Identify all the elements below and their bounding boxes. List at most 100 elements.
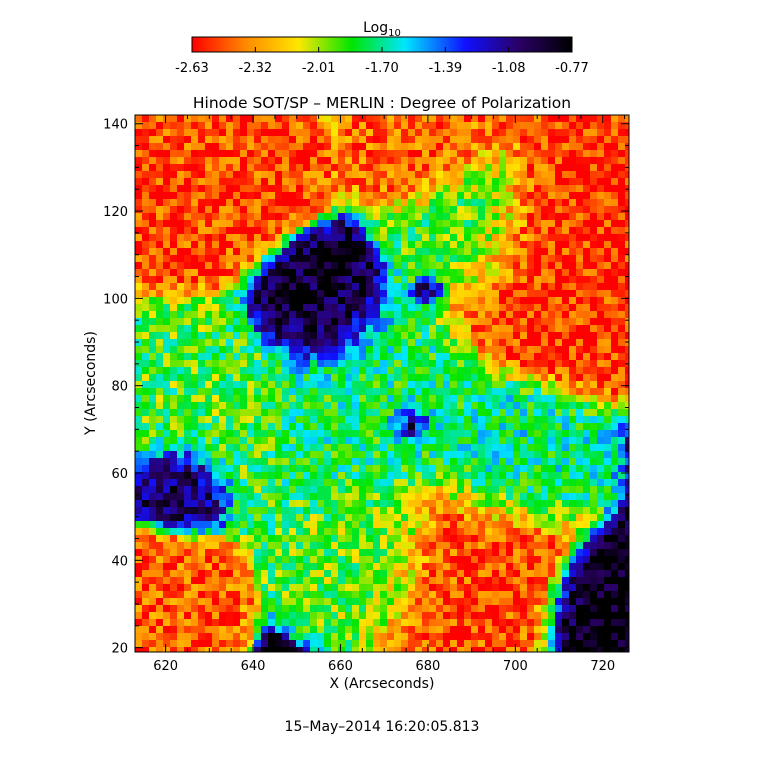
heatmap-cell xyxy=(247,346,254,353)
heatmap-cell xyxy=(569,577,576,584)
heatmap-cell xyxy=(254,388,261,395)
heatmap-cell xyxy=(275,143,282,150)
heatmap-cell xyxy=(212,339,219,346)
heatmap-cell xyxy=(373,367,380,374)
heatmap-cell xyxy=(212,213,219,220)
heatmap-cell xyxy=(583,353,590,360)
heatmap-cell xyxy=(590,290,597,297)
heatmap-cell xyxy=(625,199,629,206)
heatmap-cell xyxy=(548,493,555,500)
heatmap-cell xyxy=(282,381,289,388)
heatmap-cell xyxy=(233,402,240,409)
heatmap-cell xyxy=(212,199,219,206)
heatmap-cell xyxy=(303,402,310,409)
heatmap-cell xyxy=(135,584,142,591)
heatmap-cell xyxy=(562,367,569,374)
heatmap-cell xyxy=(415,122,422,129)
heatmap-cell xyxy=(401,493,408,500)
heatmap-cell xyxy=(464,353,471,360)
heatmap-cell xyxy=(261,584,268,591)
heatmap-cell xyxy=(450,213,457,220)
heatmap-cell xyxy=(247,332,254,339)
heatmap-cell xyxy=(345,213,352,220)
heatmap-cell xyxy=(296,423,303,430)
heatmap-cell xyxy=(485,444,492,451)
heatmap-cell xyxy=(240,171,247,178)
heatmap-cell xyxy=(296,430,303,437)
heatmap-cell xyxy=(233,297,240,304)
heatmap-cell xyxy=(492,255,499,262)
heatmap-cell xyxy=(471,388,478,395)
heatmap-cell xyxy=(499,234,506,241)
heatmap-cell xyxy=(310,367,317,374)
heatmap-cell xyxy=(415,269,422,276)
heatmap-cell xyxy=(429,535,436,542)
heatmap-cell xyxy=(282,591,289,598)
heatmap-cell xyxy=(401,458,408,465)
heatmap-cell xyxy=(282,486,289,493)
heatmap-cell xyxy=(170,570,177,577)
heatmap-cell xyxy=(338,360,345,367)
heatmap-cell xyxy=(240,248,247,255)
heatmap-cell xyxy=(387,549,394,556)
heatmap-cell xyxy=(254,311,261,318)
heatmap-cell xyxy=(394,423,401,430)
heatmap-cell xyxy=(485,136,492,143)
heatmap-cell xyxy=(240,388,247,395)
heatmap-cell xyxy=(569,227,576,234)
heatmap-cell xyxy=(485,353,492,360)
heatmap-cell xyxy=(464,465,471,472)
heatmap-cell xyxy=(401,290,408,297)
heatmap-cell xyxy=(268,290,275,297)
heatmap-cell xyxy=(149,570,156,577)
heatmap-cell xyxy=(457,402,464,409)
heatmap-cell xyxy=(156,150,163,157)
heatmap-cell xyxy=(562,304,569,311)
heatmap-cell xyxy=(219,171,226,178)
heatmap-cell xyxy=(569,472,576,479)
heatmap-cell xyxy=(275,185,282,192)
heatmap-cell xyxy=(324,591,331,598)
heatmap-cell xyxy=(485,360,492,367)
heatmap-cell xyxy=(401,213,408,220)
heatmap-cell xyxy=(240,444,247,451)
heatmap-cell xyxy=(506,297,513,304)
heatmap-cell xyxy=(156,500,163,507)
heatmap-cell xyxy=(555,521,562,528)
heatmap-cell xyxy=(401,276,408,283)
heatmap-cell xyxy=(212,367,219,374)
heatmap-cell xyxy=(303,150,310,157)
heatmap-cell xyxy=(464,150,471,157)
heatmap-cell xyxy=(520,598,527,605)
heatmap-cell xyxy=(289,297,296,304)
heatmap-cell xyxy=(436,192,443,199)
heatmap-cell xyxy=(534,178,541,185)
heatmap-cell xyxy=(170,556,177,563)
heatmap-cell xyxy=(457,192,464,199)
heatmap-cell xyxy=(240,276,247,283)
heatmap-cell xyxy=(226,276,233,283)
heatmap-cell xyxy=(429,514,436,521)
heatmap-cell xyxy=(478,458,485,465)
heatmap-cell xyxy=(149,304,156,311)
heatmap-cell xyxy=(198,577,205,584)
heatmap-cell xyxy=(275,360,282,367)
heatmap-cell xyxy=(163,178,170,185)
heatmap-cell xyxy=(555,115,562,122)
heatmap-cell xyxy=(275,227,282,234)
heatmap-cell xyxy=(205,577,212,584)
heatmap-cell xyxy=(513,451,520,458)
heatmap-cell xyxy=(303,157,310,164)
heatmap-cell xyxy=(429,199,436,206)
heatmap-cell xyxy=(254,437,261,444)
heatmap-cell xyxy=(492,444,499,451)
heatmap-cell xyxy=(205,164,212,171)
heatmap-cell xyxy=(534,486,541,493)
heatmap-cell xyxy=(289,206,296,213)
heatmap-cell xyxy=(513,178,520,185)
heatmap-cell xyxy=(436,416,443,423)
heatmap-cell xyxy=(338,367,345,374)
heatmap-cell xyxy=(345,458,352,465)
heatmap-cell xyxy=(268,444,275,451)
heatmap-cell xyxy=(401,129,408,136)
